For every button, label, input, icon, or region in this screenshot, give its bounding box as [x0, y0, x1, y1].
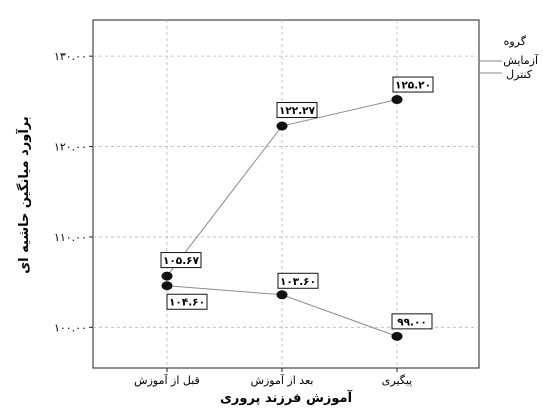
- axes: ۱۰۰.۰۰ ۱۱۰.۰۰ ۱۲۰.۰۰ ۱۳۰.۰۰ قبل از آموزش بعد …: [54, 50, 412, 387]
- y-tick-label: ۱۰۰.۰۰: [54, 321, 87, 334]
- x-tick-label: قبل از آموزش: [134, 373, 200, 387]
- data-label-box: [277, 272, 319, 289]
- data-label: ۱۰۴.۶۰: [169, 297, 205, 309]
- data-point: [276, 121, 288, 131]
- x-tick-label: بعد از آموزش: [251, 373, 314, 387]
- series-layer: [161, 95, 403, 341]
- data-point: [276, 290, 288, 300]
- data-point: [391, 95, 403, 105]
- legend-title: گروه: [504, 35, 527, 48]
- y-tick-label: ۱۱۰.۰۰: [54, 231, 87, 244]
- data-label-box: [392, 76, 434, 93]
- grid-lines: [93, 20, 479, 368]
- data-label-box: [391, 313, 433, 330]
- data-label-box: [166, 293, 208, 310]
- legend: گروه آزمایش کنترل: [479, 35, 539, 81]
- data-label: ۱۰۳.۶۰: [280, 276, 316, 288]
- y-axis-title: برآورد میانگین حاشیه ای: [15, 116, 32, 274]
- legend-label-control: کنترل: [506, 68, 533, 81]
- x-tick-label: پیگیری: [382, 374, 412, 387]
- data-label: ۱۲۲.۲۷: [279, 105, 316, 117]
- y-tick-label: ۱۳۰.۰۰: [54, 50, 87, 63]
- y-tick-label: ۱۲۰.۰۰: [54, 141, 87, 154]
- data-label: ۱۰۵.۶۷: [163, 255, 200, 267]
- data-point: [391, 331, 403, 341]
- data-label-box: [160, 252, 202, 269]
- data-label: ۹۹.۰۰: [397, 316, 427, 328]
- data-label: ۱۲۵.۲۰: [395, 80, 431, 92]
- data-point: [161, 281, 173, 291]
- x-axis-title: آموزش فرزند پروری: [220, 389, 353, 406]
- data-point: [161, 271, 173, 281]
- data-label-box: [276, 102, 318, 119]
- data-labels: ۱۰۵.۶۷ ۱۲۲.۲۷ ۱۲۵.۲۰ ۱۰۴.۶۰ ۱۰۳.۶۰ ۹۹.۰۰: [160, 76, 434, 330]
- legend-label-experiment: آزمایش: [503, 53, 539, 67]
